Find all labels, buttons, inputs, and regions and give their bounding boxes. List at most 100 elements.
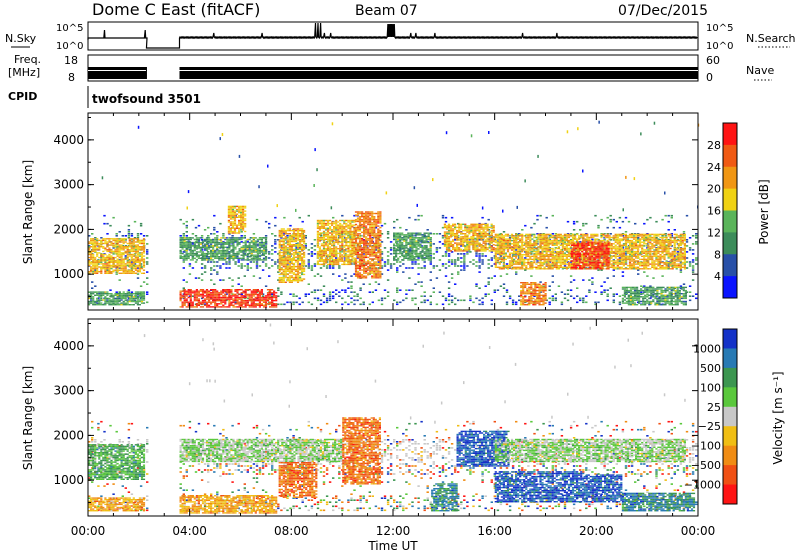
region-cell bbox=[228, 292, 231, 294]
region-cell bbox=[126, 300, 129, 303]
scatter-cell bbox=[417, 257, 420, 259]
region-cell bbox=[339, 259, 342, 261]
region-cell bbox=[248, 296, 251, 299]
scatter-cell bbox=[655, 237, 658, 239]
region-cell bbox=[303, 247, 306, 249]
region-cell bbox=[124, 246, 127, 248]
region-cell bbox=[335, 221, 338, 223]
region-cell bbox=[282, 280, 285, 282]
region-cell bbox=[205, 249, 209, 252]
region-cell bbox=[367, 220, 370, 223]
region-cell bbox=[316, 262, 319, 264]
scatter-cell bbox=[359, 303, 362, 306]
region-cell bbox=[347, 254, 350, 256]
scatter-cell bbox=[444, 216, 448, 219]
region-cell bbox=[280, 276, 283, 279]
region-cell bbox=[379, 264, 382, 266]
region-cell bbox=[269, 295, 272, 297]
region-cell bbox=[189, 252, 192, 255]
scatter-cell bbox=[313, 239, 317, 241]
region-cell bbox=[367, 267, 370, 270]
region-cell bbox=[229, 211, 232, 214]
scatter-cell bbox=[609, 214, 612, 217]
scatter-cell bbox=[255, 261, 259, 263]
region-cell bbox=[224, 251, 227, 253]
region-cell bbox=[118, 264, 121, 267]
region-cell bbox=[208, 293, 211, 296]
region-cell bbox=[375, 272, 378, 274]
region-cell bbox=[230, 249, 233, 252]
scatter-cell bbox=[609, 287, 612, 289]
region-cell bbox=[351, 224, 354, 226]
region-cell bbox=[333, 244, 336, 247]
scatter-cell bbox=[203, 303, 207, 306]
region-cell bbox=[234, 298, 237, 300]
region-cell bbox=[234, 238, 237, 241]
region-cell bbox=[303, 237, 306, 240]
region-cell bbox=[227, 207, 230, 209]
region-cell bbox=[262, 254, 266, 256]
region-cell bbox=[349, 229, 352, 231]
region-cell bbox=[354, 230, 358, 232]
region-cell bbox=[329, 249, 332, 251]
region-cell bbox=[195, 304, 198, 306]
region-cell bbox=[114, 300, 117, 303]
region-cell bbox=[90, 241, 93, 243]
region-cell bbox=[230, 295, 233, 297]
scatter-cell bbox=[286, 253, 289, 255]
scatter-cell bbox=[292, 301, 295, 304]
region-cell bbox=[238, 237, 241, 239]
region-cell bbox=[335, 238, 338, 240]
region-cell bbox=[379, 250, 382, 252]
region-cell bbox=[371, 233, 374, 235]
scatter-cell bbox=[454, 297, 457, 300]
scatter-cell bbox=[637, 237, 640, 239]
region-cell bbox=[318, 229, 321, 231]
region-cell bbox=[256, 298, 259, 300]
scatter-cell bbox=[490, 299, 493, 302]
region-cell bbox=[181, 240, 184, 242]
region-cell bbox=[108, 239, 111, 242]
region-cell bbox=[92, 263, 95, 265]
scatter-cell bbox=[274, 263, 277, 265]
region-cell bbox=[116, 253, 119, 256]
region-cell bbox=[280, 254, 283, 257]
region-cell bbox=[369, 261, 372, 263]
region-cell bbox=[333, 229, 336, 231]
scatter-cell bbox=[454, 265, 457, 267]
region-cell bbox=[371, 222, 374, 224]
scatter-cell bbox=[469, 261, 472, 263]
scatter-cell bbox=[640, 253, 643, 255]
region-cell bbox=[132, 264, 135, 267]
region-cell bbox=[347, 249, 350, 251]
region-cell bbox=[250, 295, 253, 297]
scatter-cell bbox=[563, 265, 567, 267]
scatter-cell bbox=[130, 259, 134, 261]
scatter-cell bbox=[118, 279, 121, 281]
region-cell bbox=[229, 207, 232, 209]
region-cell bbox=[269, 290, 272, 292]
scatter-cell bbox=[200, 249, 204, 251]
region-cell bbox=[377, 248, 380, 251]
region-cell bbox=[365, 214, 368, 216]
region-cell bbox=[351, 260, 354, 262]
region-cell bbox=[356, 219, 360, 221]
region-cell bbox=[296, 228, 300, 230]
region-cell bbox=[299, 280, 302, 282]
region-cell bbox=[358, 237, 362, 240]
region-cell bbox=[183, 259, 186, 261]
region-cell bbox=[377, 214, 380, 216]
region-cell bbox=[375, 269, 378, 271]
scatter-cell bbox=[210, 233, 213, 235]
region-cell bbox=[114, 293, 117, 295]
region-cell bbox=[224, 237, 227, 239]
region-cell bbox=[134, 267, 137, 270]
scatter-cell bbox=[566, 220, 570, 223]
region-cell bbox=[292, 262, 296, 265]
region-cell bbox=[232, 237, 235, 239]
region-cell bbox=[208, 238, 211, 241]
scatter-cell bbox=[277, 253, 280, 255]
region-cell bbox=[94, 267, 97, 270]
region-cell bbox=[222, 243, 225, 245]
region-cell bbox=[222, 257, 225, 259]
